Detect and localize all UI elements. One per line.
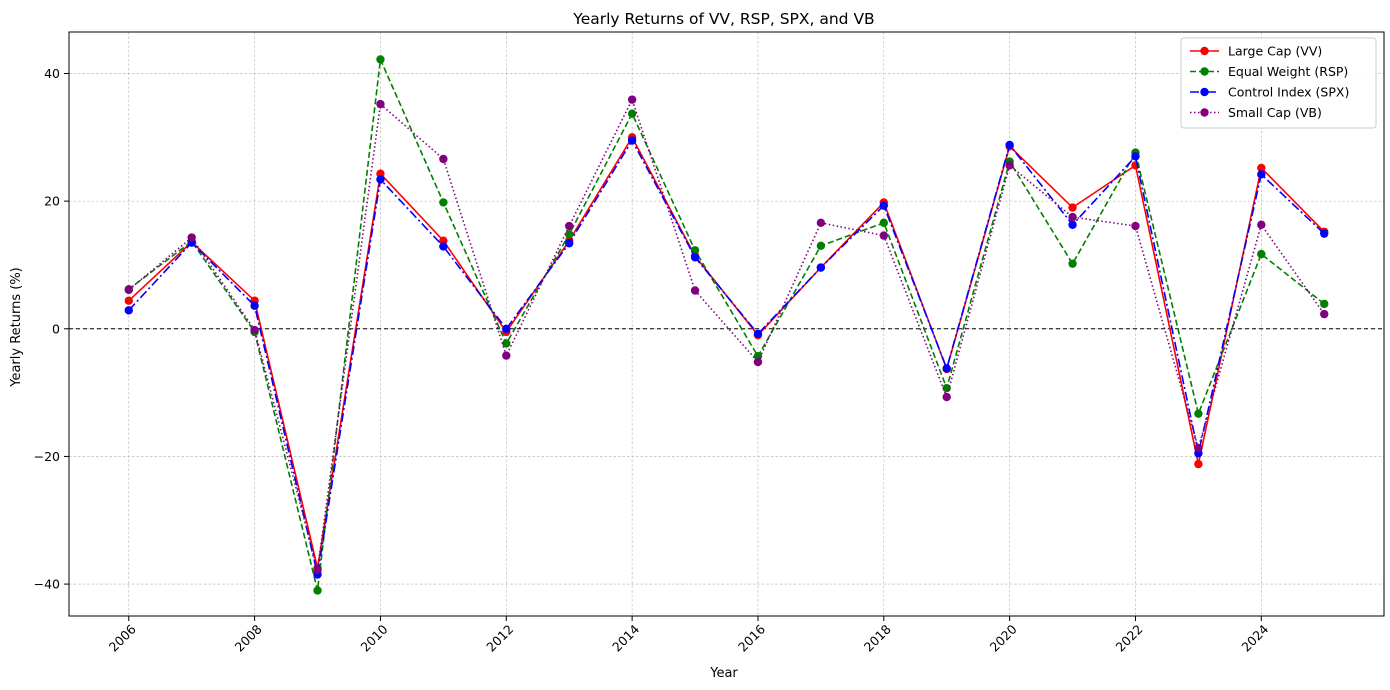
data-point <box>942 364 951 373</box>
data-point <box>250 325 259 335</box>
y-tick-label: 0 <box>52 321 60 336</box>
data-point <box>879 231 888 240</box>
data-point <box>753 329 763 339</box>
data-point <box>439 236 448 245</box>
data-point <box>1131 221 1140 231</box>
data-point <box>1194 459 1203 469</box>
data-point <box>376 175 385 184</box>
data-point <box>1320 229 1329 238</box>
data-point <box>1320 309 1329 319</box>
data-point <box>565 230 574 239</box>
data-point <box>627 136 637 145</box>
data-point <box>376 169 385 178</box>
series-line <box>128 97 1325 571</box>
y-tick-label: −40 <box>34 577 60 592</box>
data-point <box>1131 152 1140 161</box>
data-point <box>1068 212 1077 222</box>
data-point <box>187 233 196 242</box>
data-point <box>627 109 637 118</box>
data-point <box>1194 409 1203 418</box>
x-tick-label: 2020 <box>987 621 1020 654</box>
data-point <box>942 392 951 402</box>
plot-frame <box>68 31 1385 617</box>
legend-marker <box>1200 67 1209 76</box>
data-point <box>313 586 322 595</box>
data-point <box>1068 220 1077 229</box>
legend-label: Control Index (SPX) <box>1228 85 1349 100</box>
x-axis-label: Year <box>709 666 738 681</box>
legend-box <box>1180 37 1377 129</box>
y-tick-label: −20 <box>34 449 60 464</box>
series-layer <box>124 55 1329 595</box>
data-point <box>313 565 322 575</box>
series-3 <box>124 95 1329 575</box>
data-point <box>816 241 826 251</box>
data-point <box>753 357 763 367</box>
y-tick-label: 40 <box>44 66 60 81</box>
legend-marker <box>1200 108 1209 117</box>
chart-title: Yearly Returns of VV, RSP, SPX, and VB <box>572 10 874 28</box>
data-point <box>565 239 574 248</box>
x-tick-label: 2012 <box>483 622 516 655</box>
data-point <box>124 285 133 295</box>
data-point <box>627 95 637 104</box>
data-point <box>690 253 700 262</box>
legend-label: Equal Weight (RSP) <box>1228 64 1348 79</box>
data-point <box>502 324 511 333</box>
x-tick-label: 2016 <box>735 621 768 654</box>
data-point <box>1257 220 1266 229</box>
data-point <box>1005 161 1014 170</box>
data-point <box>1068 203 1077 212</box>
legend: Large Cap (VV) Equal Weight (RSP) Control … <box>1180 37 1377 129</box>
x-tick-label: 2010 <box>357 621 390 654</box>
data-point <box>1257 170 1266 179</box>
y-axis-label: Yearly Returns (%) <box>9 267 24 388</box>
series-line <box>128 138 1325 575</box>
data-point <box>250 301 259 311</box>
data-point <box>502 339 511 348</box>
series-0 <box>124 133 1329 573</box>
data-point <box>565 221 574 231</box>
legend-label: Small Cap (VB) <box>1228 105 1322 120</box>
data-point <box>124 296 133 305</box>
data-point <box>376 99 385 109</box>
x-tick-label: 2006 <box>106 621 139 654</box>
series-line <box>128 135 1325 569</box>
x-tick-label: 2018 <box>861 621 894 654</box>
data-point <box>439 154 448 164</box>
data-point <box>1005 140 1014 150</box>
y-tick-label: 20 <box>44 194 60 209</box>
data-point <box>1320 299 1329 309</box>
data-point <box>816 263 826 272</box>
data-point <box>879 218 888 228</box>
data-point <box>439 198 448 207</box>
x-tick-label: 2024 <box>1238 621 1271 654</box>
x-axis: 2006 2008 2010 2012 2014 2016 2018 2020 2022 2024 <box>106 616 1271 655</box>
data-point <box>753 352 763 361</box>
x-tick-label: 2008 <box>232 621 265 654</box>
x-tick-label: 2022 <box>1112 622 1145 655</box>
data-point <box>879 201 888 210</box>
data-point <box>502 351 511 360</box>
data-point <box>439 242 448 251</box>
data-point <box>376 55 385 64</box>
legend-marker <box>1200 46 1209 56</box>
data-point <box>816 218 826 228</box>
legend-label: Large Cap (VV) <box>1228 44 1322 59</box>
x-tick-label: 2014 <box>609 621 642 654</box>
series-2 <box>124 136 1329 579</box>
data-point <box>1194 443 1203 453</box>
data-point <box>690 286 700 295</box>
legend-marker <box>1200 87 1209 97</box>
data-point <box>1068 259 1077 268</box>
data-point <box>1257 163 1266 173</box>
y-axis: −40 −20 0 20 40 <box>34 66 69 592</box>
data-point <box>1257 249 1266 259</box>
series-line <box>128 56 1325 591</box>
data-point <box>124 306 133 315</box>
